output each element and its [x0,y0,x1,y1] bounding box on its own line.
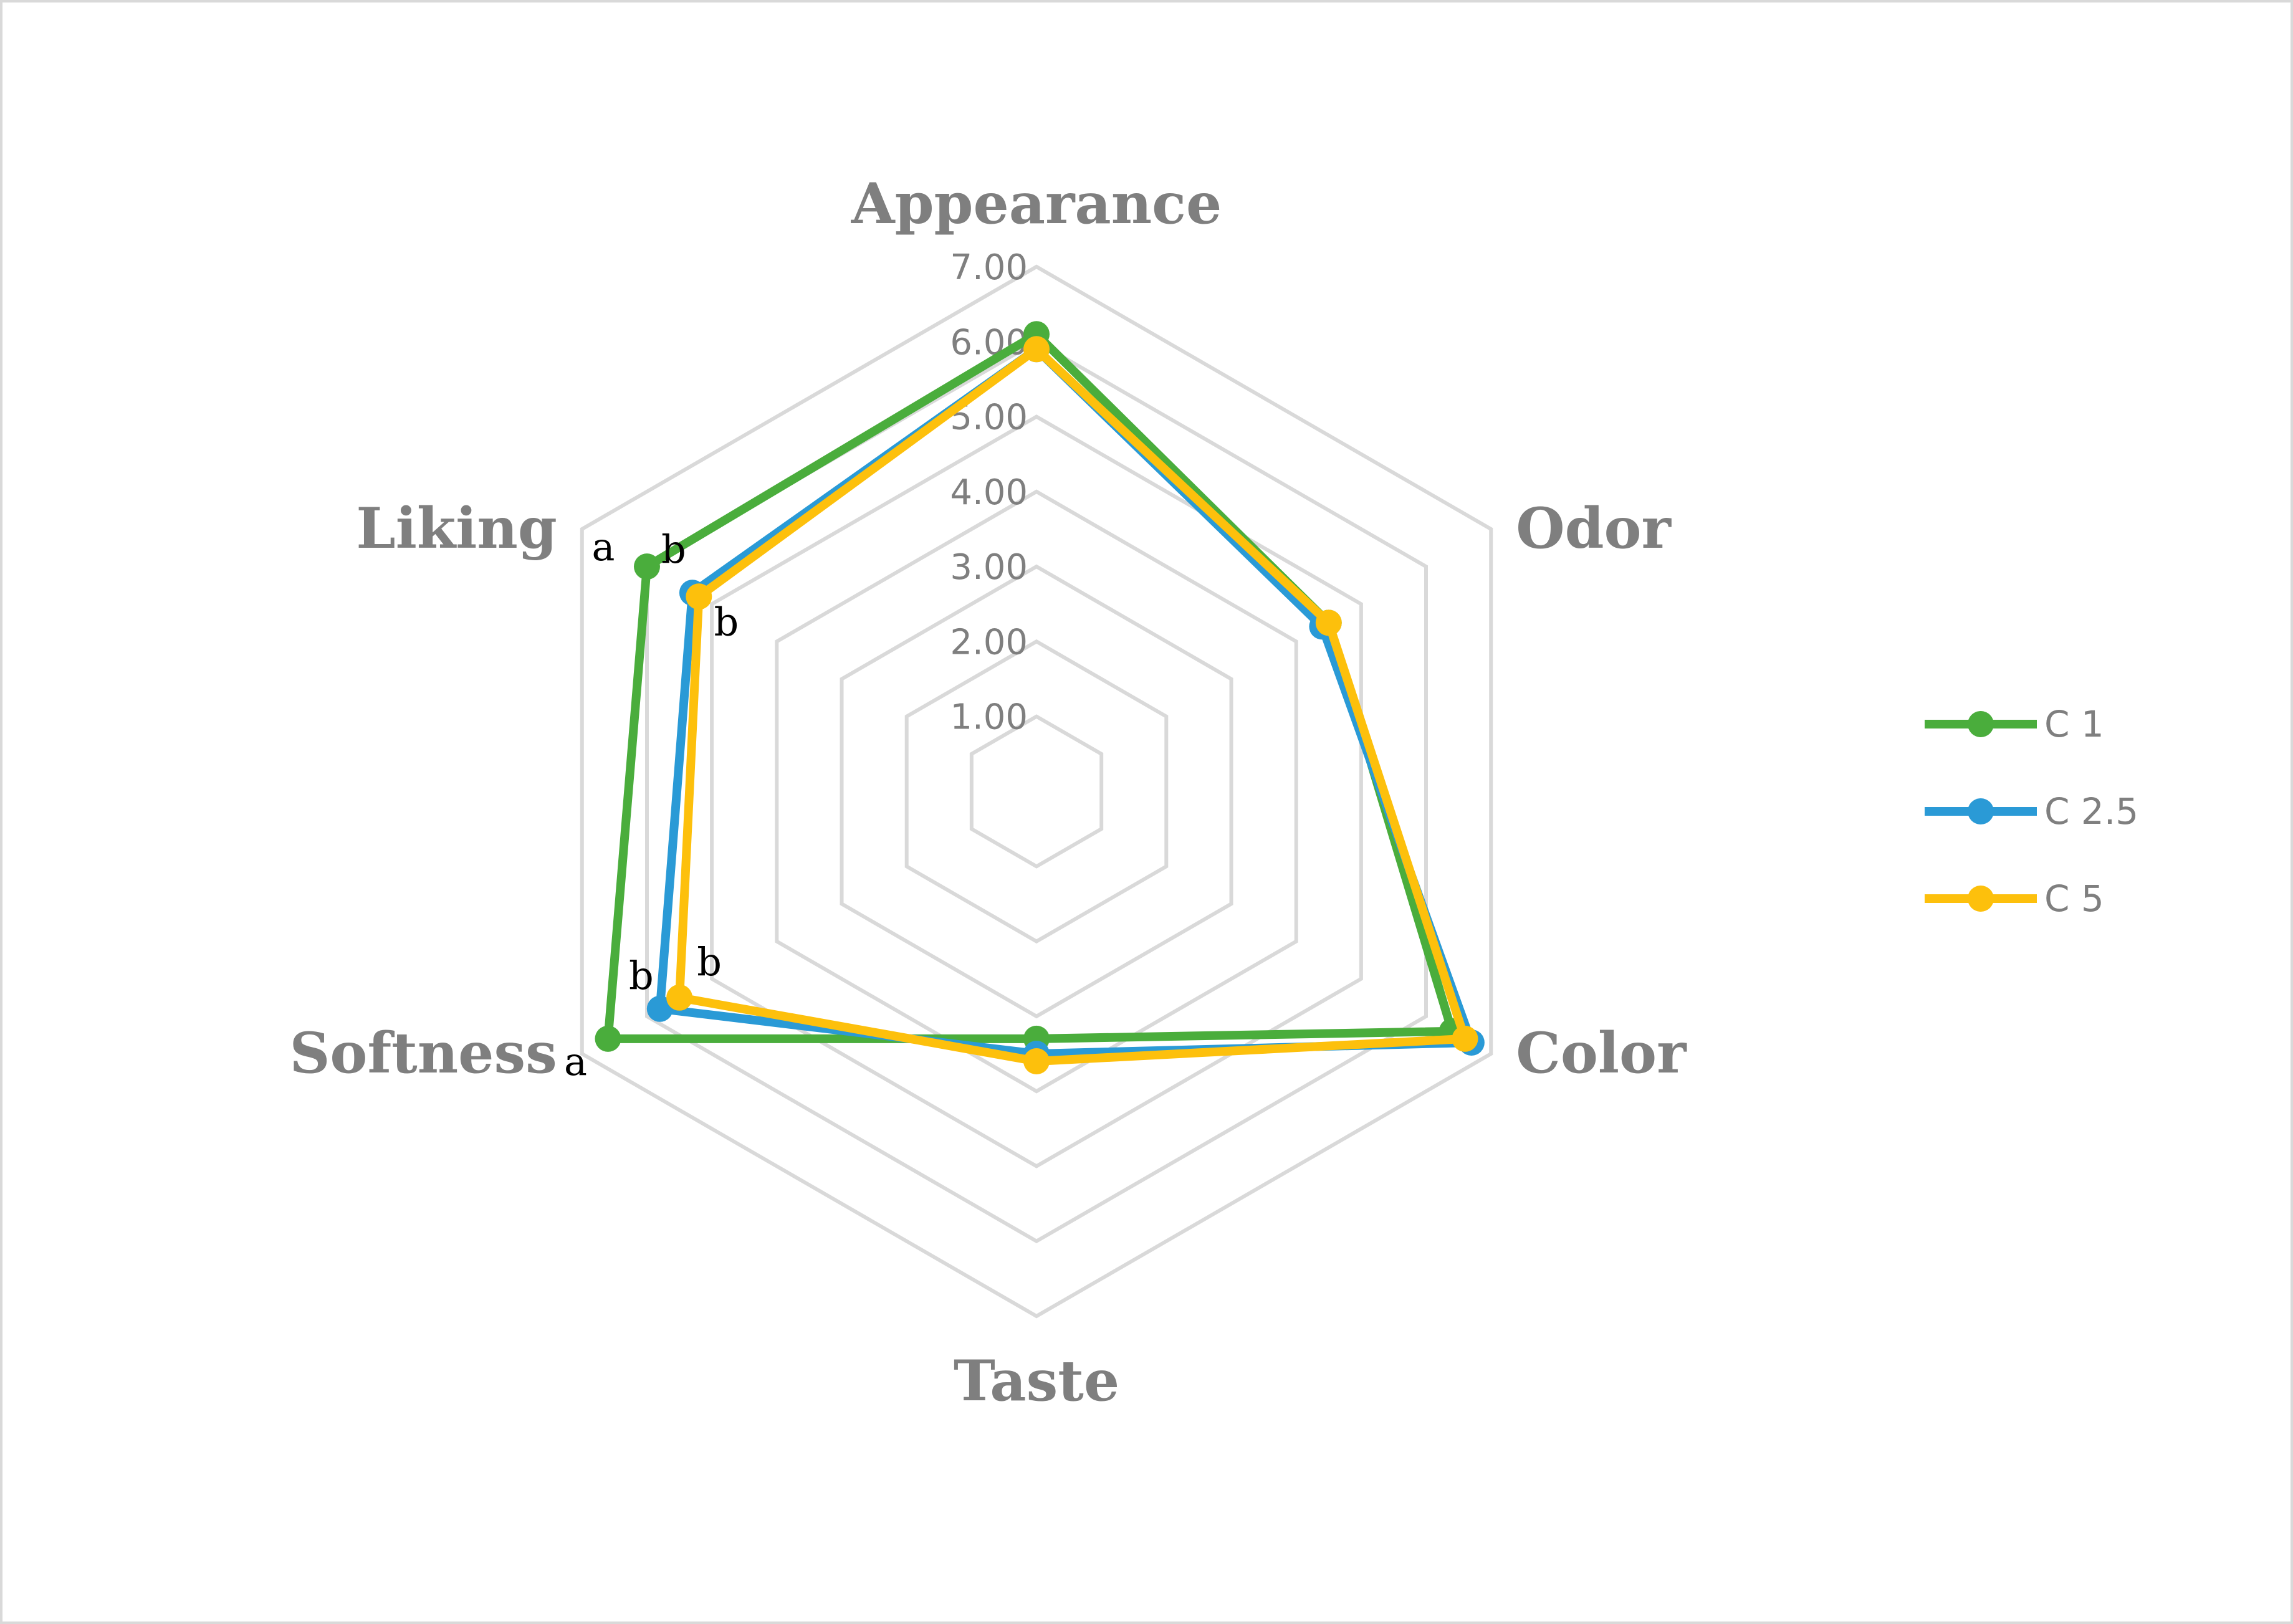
legend-item-c-2-5: C 2.5 [1925,790,2138,833]
significance-letter: b [697,939,722,985]
legend-swatch-marker [1968,711,1994,737]
data-point-c-5-appearance [1023,336,1050,363]
data-point-c-1-liking [634,553,660,580]
grid-ring [710,414,1363,1168]
axis-label-appearance: Appearance [851,171,1222,237]
legend-swatch-marker [1968,886,1994,912]
legend: C 1 C 2.5 C 5 [1925,703,2138,920]
grid-ring [775,489,1298,1094]
significance-letter: b [661,527,686,572]
series-layer [595,321,1485,1074]
data-point-c-5-taste [1023,1048,1050,1074]
data-point-c-2-5-softness [646,995,673,1022]
significance-letter: a [564,1039,587,1084]
series-line-c-2-5 [655,345,1476,1058]
data-point-c-5-liking [686,583,712,610]
tick-label: 3.00 [950,547,1028,588]
legend-label: C 2.5 [2044,790,2138,833]
legend-item-c-5: C 5 [1925,877,2104,920]
axis-label-color: Color [1516,1020,1687,1086]
axis-label-odor: Odor [1516,495,1672,561]
axis-label-softness: Softness [289,1020,557,1086]
grid-layer [580,264,1493,1319]
significance-letter: b [629,953,654,998]
legend-swatch-marker [1968,798,1994,824]
grid-ring [645,339,1428,1244]
axis-label-taste: Taste [954,1348,1119,1414]
data-point-c-5-color [1452,1025,1478,1052]
tick-label-layer: 1.002.003.004.005.006.007.00 [950,247,1028,738]
data-point-c-5-softness [666,984,693,1011]
legend-label: C 1 [2044,703,2104,745]
significance-letter: a [592,524,615,570]
grid-ring [904,639,1169,944]
data-point-c-1-softness [595,1025,621,1052]
significance-letter: b [714,599,739,644]
series-c-5 [666,336,1478,1074]
tick-label: 2.00 [950,622,1028,662]
tick-label: 4.00 [950,472,1028,513]
legend-label: C 5 [2044,877,2104,920]
series-c-1 [595,321,1465,1052]
axis-label-layer: Appearance Odor Color Taste Softness Liking [289,171,1687,1414]
tick-label: 1.00 [950,697,1028,738]
legend-item-c-1: C 1 [1925,703,2104,745]
data-point-c-5-odor [1315,609,1342,636]
grid-ring [969,714,1104,869]
tick-label: 7.00 [950,247,1028,288]
grid-ring [580,264,1493,1319]
grid-ring [840,564,1233,1019]
axis-label-liking: Liking [356,495,557,561]
